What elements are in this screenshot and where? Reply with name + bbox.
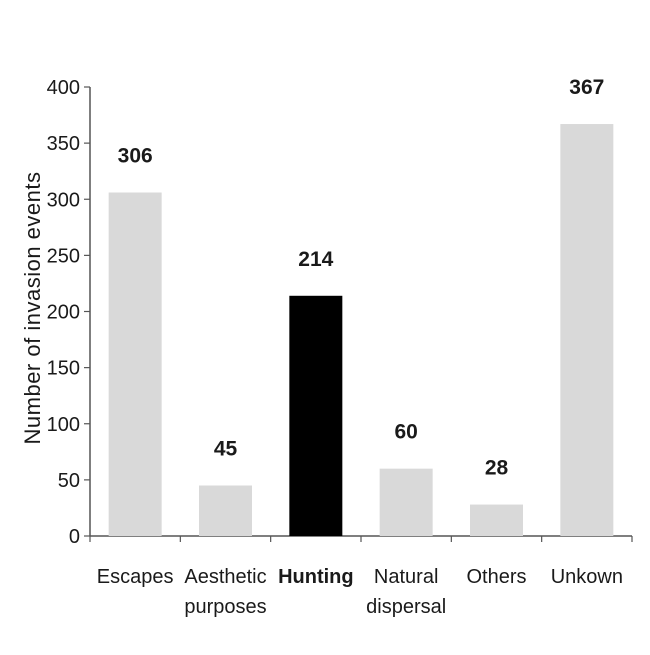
bar-value-label: 45 xyxy=(214,437,238,460)
x-category-label: Natural xyxy=(374,566,438,588)
y-tick-label: 200 xyxy=(47,302,80,324)
x-category-label: Hunting xyxy=(278,566,354,588)
y-tick-label: 300 xyxy=(47,189,80,211)
y-tick-label: 350 xyxy=(47,133,80,155)
x-category-label: Others xyxy=(466,566,526,588)
y-tick-label: 0 xyxy=(69,526,80,548)
y-axis-label: Number of invasion events xyxy=(20,172,45,445)
y-tick-label: 100 xyxy=(47,414,80,436)
x-category-label: dispersal xyxy=(366,596,446,618)
bar-value-label: 60 xyxy=(394,421,417,444)
bars xyxy=(108,124,614,536)
bar-value-label: 214 xyxy=(298,248,333,271)
bar xyxy=(379,468,433,536)
axes: 0 50 100 150 200 250 300 350 400 xyxy=(47,77,633,548)
bar xyxy=(470,504,523,536)
y-tick-label: 150 xyxy=(47,358,80,380)
y-tick-label: 50 xyxy=(58,470,80,492)
y-tick-label: 400 xyxy=(47,77,80,99)
x-category-label: Unkown xyxy=(551,566,623,588)
x-category-label: purposes xyxy=(184,596,266,618)
x-category-label: Escapes xyxy=(97,566,174,588)
bar xyxy=(108,192,162,536)
bar-value-label: 306 xyxy=(118,145,153,168)
bar-value-label: 367 xyxy=(569,76,604,99)
value-labels: 306 45 214 60 28 367 xyxy=(118,76,605,480)
y-tick-label: 250 xyxy=(47,245,80,267)
bar-value-label: 28 xyxy=(485,457,509,480)
y-axis-label-group: Number of invasion events xyxy=(20,172,45,445)
category-labels: Escapes Aesthetic purposes Hunting Natural di… xyxy=(97,566,623,618)
x-category-label: Aesthetic xyxy=(184,566,266,588)
bar xyxy=(199,485,252,536)
bar xyxy=(289,295,343,536)
bar xyxy=(560,124,614,536)
